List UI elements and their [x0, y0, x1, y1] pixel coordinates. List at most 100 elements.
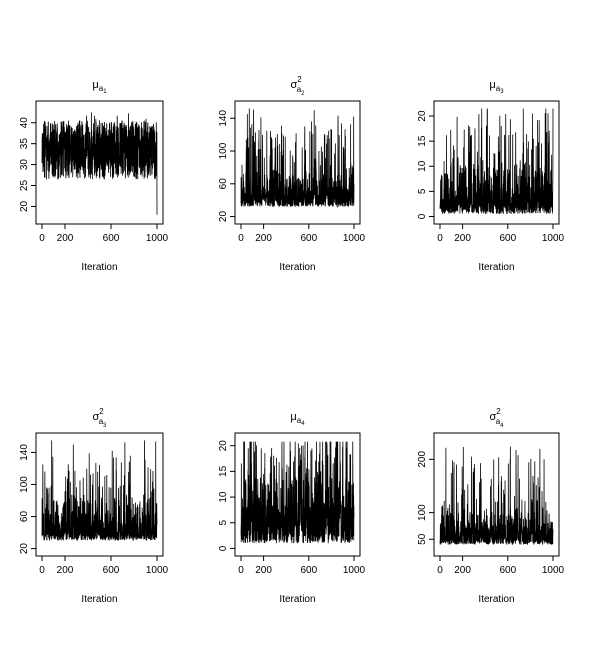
- x-tick-label: 600: [300, 233, 317, 244]
- x-axis-label: Iteration: [279, 262, 315, 273]
- panel-title: μa1: [92, 79, 107, 95]
- y-tick-label: 100: [19, 476, 30, 493]
- x-tick-label: 0: [238, 565, 244, 576]
- x-tick-label: 1000: [542, 233, 565, 244]
- panel-title: σ2 a3: [92, 407, 107, 429]
- mcmc-trace-line: [41, 440, 158, 541]
- x-tick-label: 0: [437, 565, 443, 576]
- y-tick-label: 40: [19, 117, 30, 129]
- x-axis-label: Iteration: [478, 262, 514, 273]
- title-symbol: σ: [489, 411, 496, 423]
- title-subscript: a: [99, 417, 104, 426]
- y-tick-label: 30: [19, 159, 30, 171]
- plot-frame: [433, 100, 560, 225]
- y-tick-label: 5: [218, 520, 229, 526]
- plot-frame: [433, 432, 560, 557]
- y-tick-label: 20: [19, 200, 30, 212]
- mcmc-trace-line: [439, 446, 554, 545]
- y-tick-label: 60: [218, 178, 229, 190]
- trace-panel-2: 0 200 600 1000 20 60 100 140 Iteration σ2 a2: [218, 75, 366, 273]
- title-symbol: μ: [92, 79, 98, 91]
- panel-title: σ2 a4: [489, 407, 504, 429]
- x-tick-label: 1000: [542, 565, 565, 576]
- title-subsubscript: 1: [103, 89, 107, 95]
- x-tick-label: 200: [255, 233, 272, 244]
- y-tick-label: 0: [218, 545, 229, 551]
- trace-panel-6: 0 200 600 1000 50 100 200 Iteration σ2 a4: [417, 407, 565, 605]
- trace-panel-3: 0 200 600 1000 0 5 10 15 20 Iteration μa3: [417, 79, 565, 273]
- title-symbol: μ: [290, 411, 296, 423]
- title-subsubscript: 3: [103, 423, 107, 429]
- y-tick-label: 0: [417, 213, 428, 219]
- x-tick-label: 200: [255, 565, 272, 576]
- y-tick-label: 50: [417, 533, 428, 545]
- mcmc-trace-line: [439, 108, 554, 214]
- x-tick-label: 200: [454, 565, 471, 576]
- y-tick-label: 10: [218, 491, 229, 503]
- x-axis-label: Iteration: [279, 594, 315, 605]
- plot-frame: [234, 100, 361, 225]
- y-tick-label: 20: [417, 110, 428, 122]
- plot-frame: [35, 100, 164, 225]
- trace-panel-5: 0 200 600 1000 0 5 10 15 20 Iteration μa4: [218, 411, 366, 605]
- title-subscript: a: [496, 417, 501, 426]
- y-tick-label: 140: [19, 444, 30, 461]
- mcmc-trace-line: [41, 112, 158, 215]
- plot-frame: [35, 432, 164, 557]
- mcmc-trace-line: [240, 108, 355, 208]
- title-superscript: 2: [496, 407, 501, 416]
- title-subscript: a: [297, 85, 302, 94]
- x-tick-label: 600: [499, 233, 516, 244]
- panel-title: μa3: [489, 79, 504, 95]
- y-tick-label: 35: [19, 138, 30, 150]
- x-tick-label: 600: [103, 565, 120, 576]
- y-tick-label: 140: [218, 110, 229, 127]
- title-subsubscript: 4: [301, 421, 305, 427]
- trace-panel-1: 0 200 600 1000 20 25 30 35 40 Iteration μa1: [19, 79, 169, 273]
- y-tick-label: 15: [417, 135, 428, 147]
- title-subsubscript: 4: [500, 423, 504, 429]
- x-tick-label: 0: [39, 565, 45, 576]
- x-tick-label: 200: [57, 565, 74, 576]
- x-axis-label: Iteration: [81, 262, 117, 273]
- y-tick-label: 200: [417, 451, 428, 468]
- y-tick-label: 20: [218, 211, 229, 223]
- mcmc-trace-line: [240, 441, 355, 544]
- x-tick-label: 1000: [146, 565, 169, 576]
- x-tick-label: 1000: [343, 233, 366, 244]
- y-tick-label: 100: [218, 142, 229, 159]
- x-tick-label: 600: [300, 565, 317, 576]
- title-symbol: σ: [92, 411, 99, 423]
- x-axis-label: Iteration: [81, 594, 117, 605]
- y-tick-label: 20: [218, 440, 229, 452]
- y-tick-label: 25: [19, 180, 30, 192]
- title-subscript: a: [99, 84, 104, 93]
- x-tick-label: 0: [39, 233, 45, 244]
- plot-frame: [234, 432, 361, 557]
- title-subsubscript: 3: [500, 89, 504, 95]
- title-subscript: a: [297, 416, 302, 425]
- y-tick-label: 15: [218, 465, 229, 477]
- title-subsubscript: 2: [301, 91, 305, 97]
- title-subscript: a: [496, 84, 501, 93]
- x-tick-label: 1000: [146, 233, 169, 244]
- trace-panel-4: 0 200 600 1000 20 60 100 140 Iteration σ2 a3: [19, 407, 169, 605]
- x-tick-label: 0: [437, 233, 443, 244]
- x-tick-label: 1000: [343, 565, 366, 576]
- y-tick-label: 20: [19, 543, 30, 555]
- title-superscript: 2: [99, 407, 104, 416]
- y-tick-label: 5: [417, 188, 428, 194]
- x-tick-label: 600: [499, 565, 516, 576]
- x-tick-label: 200: [454, 233, 471, 244]
- x-tick-label: 0: [238, 233, 244, 244]
- panel-title: σ2 a2: [290, 75, 305, 97]
- x-axis-label: Iteration: [478, 594, 514, 605]
- x-tick-label: 600: [103, 233, 120, 244]
- title-symbol: σ: [290, 79, 297, 91]
- y-tick-label: 10: [417, 160, 428, 172]
- title-symbol: μ: [489, 79, 495, 91]
- y-tick-label: 60: [19, 511, 30, 523]
- panel-title: μa4: [290, 411, 305, 427]
- y-tick-label: 100: [417, 504, 428, 521]
